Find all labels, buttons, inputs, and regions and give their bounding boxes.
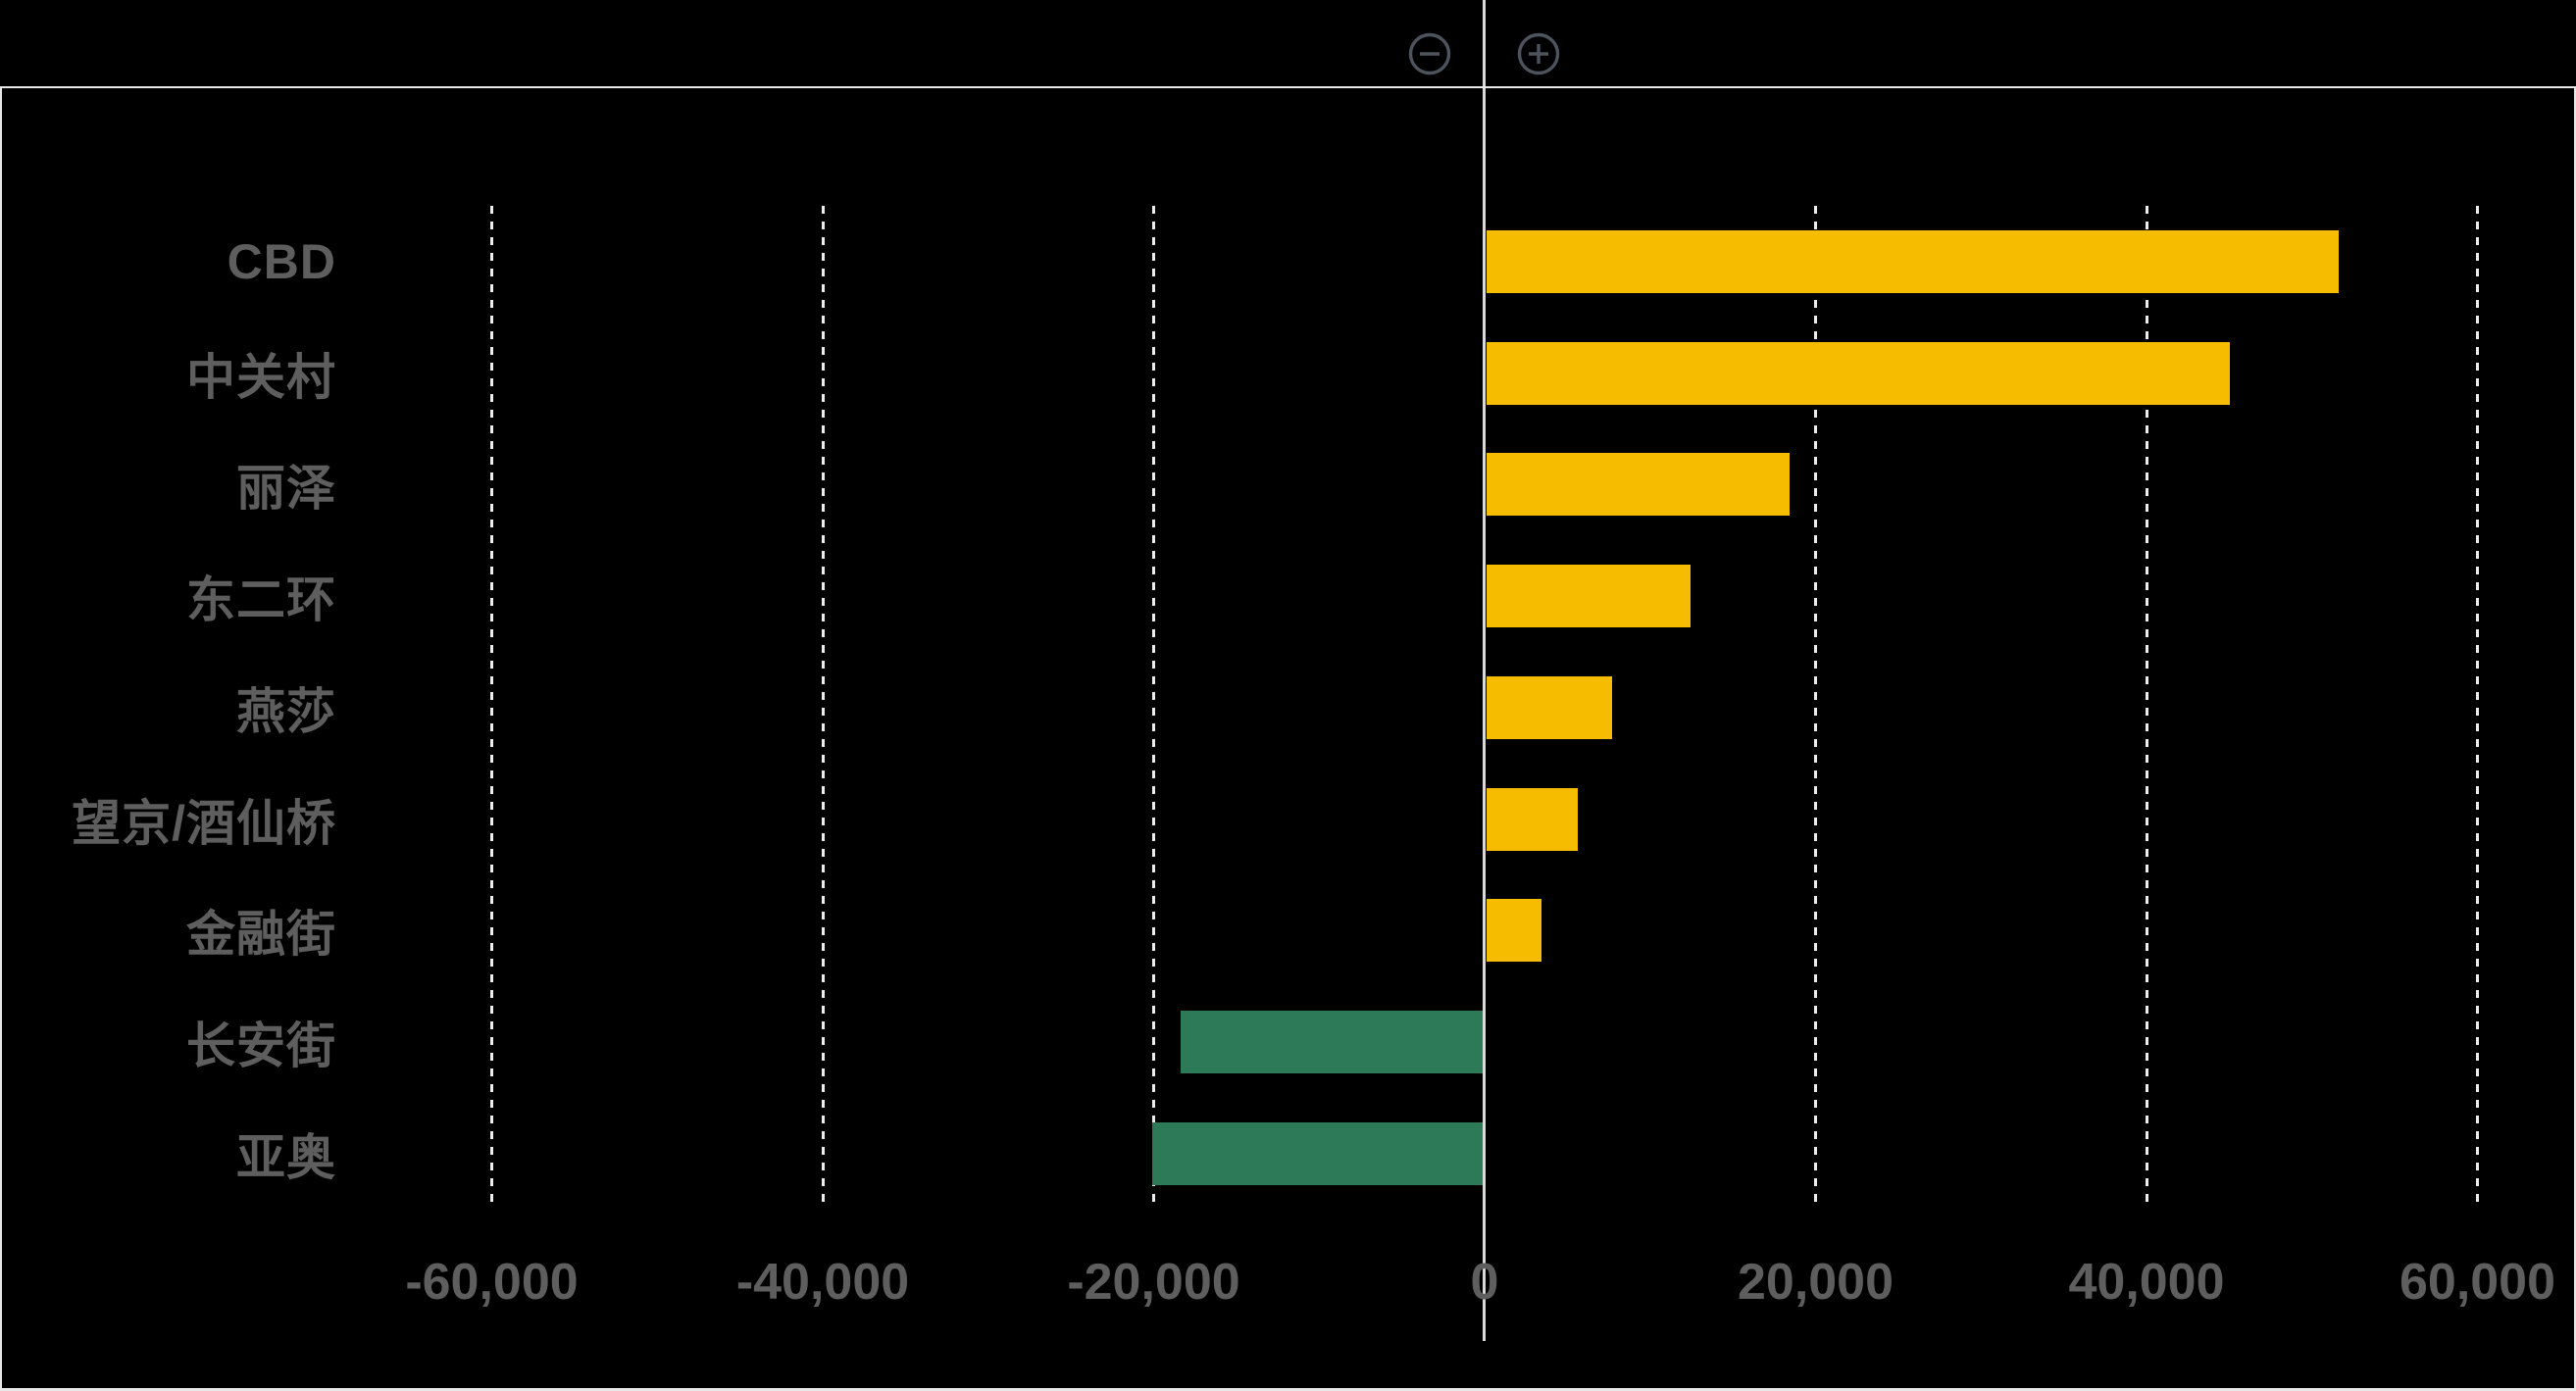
bar[interactable] (1487, 230, 2339, 293)
category-label: 长安街 (186, 1018, 336, 1073)
category-label: 丽泽 (236, 461, 336, 516)
x-tick-label: 0 (1470, 1254, 1499, 1311)
category-label: CBD (227, 234, 336, 289)
category-label: 亚奥 (236, 1130, 336, 1185)
bar[interactable] (1487, 342, 2230, 405)
plot-border-right (2574, 88, 2576, 1391)
gridline (2145, 206, 2148, 1205)
plot-border-left (0, 88, 2, 1391)
gridline (1814, 206, 1817, 1205)
category-label: 金融街 (186, 907, 336, 962)
bar[interactable] (1152, 1122, 1484, 1185)
category-label: 燕莎 (236, 684, 336, 739)
bar[interactable] (1487, 899, 1541, 962)
bar[interactable] (1487, 453, 1790, 516)
gridline (821, 206, 825, 1205)
minus-circle-icon (1408, 32, 1451, 75)
category-label: 中关村 (186, 350, 336, 405)
x-tick-label: -60,000 (405, 1254, 579, 1311)
zoom-out-button[interactable] (1408, 32, 1451, 75)
bar[interactable] (1487, 788, 1578, 851)
plot-border-bottom (0, 1388, 2576, 1391)
x-tick-label: 60,000 (2399, 1254, 2556, 1311)
gridline (490, 206, 493, 1205)
zero-axis-line (1483, 0, 1486, 1341)
bar[interactable] (1487, 565, 1691, 627)
x-tick-label: 40,000 (2068, 1254, 2225, 1311)
category-label: 东二环 (186, 572, 336, 627)
category-label: 望京/酒仙桥 (72, 796, 336, 851)
x-tick-label: -20,000 (1067, 1254, 1240, 1311)
bar[interactable] (1181, 1011, 1484, 1073)
x-tick-label: -40,000 (735, 1254, 910, 1311)
chart-toolbar (0, 0, 2576, 86)
plus-circle-icon (1517, 32, 1560, 75)
gridline (1152, 206, 1155, 1205)
header-divider (0, 86, 2576, 88)
bar[interactable] (1487, 676, 1612, 739)
zoom-in-button[interactable] (1517, 32, 1560, 75)
x-tick-label: 20,000 (1737, 1254, 1894, 1311)
gridline (2476, 206, 2479, 1205)
